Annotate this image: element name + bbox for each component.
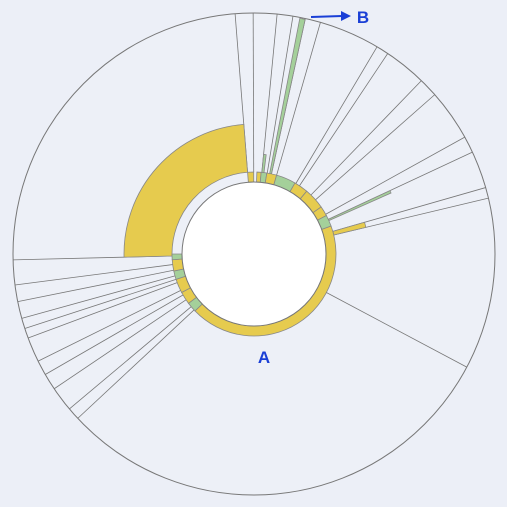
segment-border — [295, 46, 378, 184]
large-wedge — [123, 123, 248, 258]
segments — [13, 13, 489, 419]
segment-border — [24, 278, 177, 329]
segment-border — [276, 22, 321, 176]
inner-arc — [171, 253, 183, 261]
segment-border — [261, 14, 278, 173]
segment-border — [252, 13, 255, 173]
segment-border — [326, 292, 467, 368]
segment-border — [69, 306, 192, 410]
segment-border — [310, 80, 422, 196]
segment-border — [299, 53, 389, 187]
segment-border — [21, 275, 176, 319]
segment-border — [45, 294, 184, 375]
segment-border — [325, 136, 465, 215]
segment-border — [17, 269, 174, 303]
segment-border — [27, 282, 178, 339]
segment-border — [266, 16, 294, 174]
label-a: A — [258, 348, 270, 367]
segment-border — [77, 309, 195, 419]
inner-arc — [247, 171, 255, 183]
center-hole — [181, 181, 327, 327]
arrow-b — [310, 15, 343, 18]
segment-border — [315, 94, 436, 201]
segment-border — [14, 264, 173, 286]
arrow-head — [341, 11, 351, 21]
segment-border — [53, 299, 187, 390]
segment-border — [37, 290, 181, 362]
label-b: B — [357, 8, 369, 27]
